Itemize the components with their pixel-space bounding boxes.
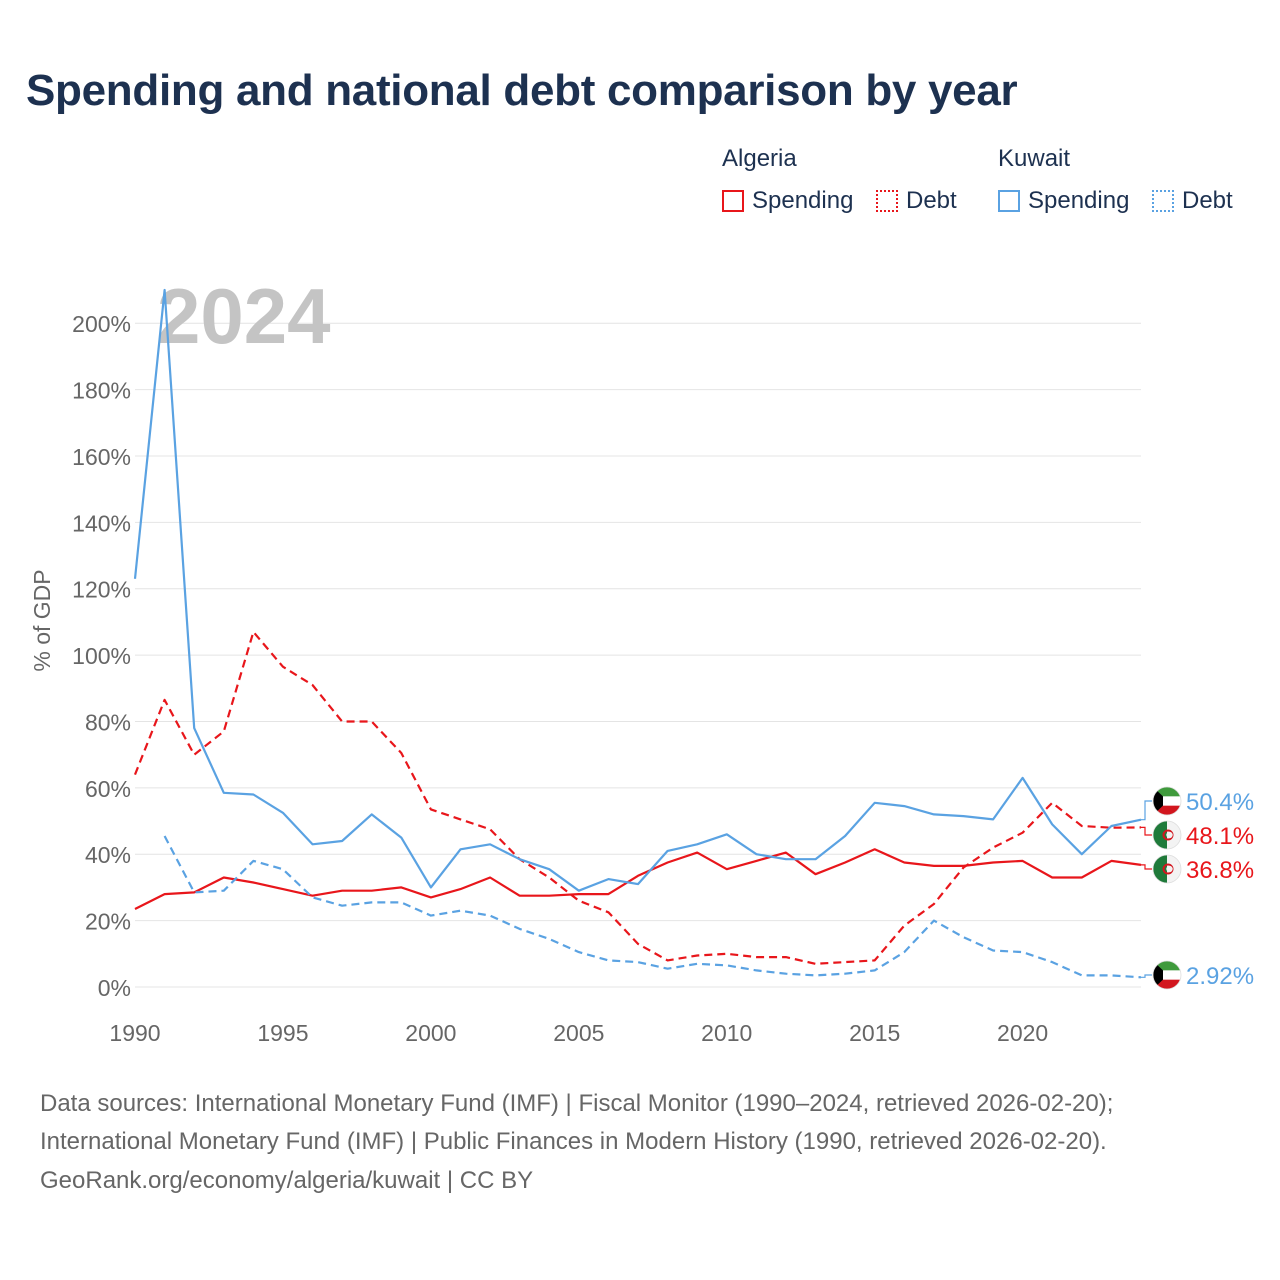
flag-outline xyxy=(1152,786,1182,816)
end-label-connector xyxy=(1141,826,1152,836)
x-tick-label: 2010 xyxy=(701,1020,752,1046)
legend-kuwait-spending[interactable]: Spending xyxy=(998,186,1129,216)
end-value-label: 36.8% xyxy=(1186,857,1254,884)
end-label-connector xyxy=(1141,864,1152,870)
legend-group-kuwait: Kuwait xyxy=(998,145,1071,172)
footer-attribution: GeoRank.org/economy/algeria/kuwait | CC … xyxy=(40,1167,534,1194)
legend-swatch-dotted-blue xyxy=(1152,190,1174,212)
y-tick-label: 140% xyxy=(72,510,131,536)
x-tick-label: 1990 xyxy=(109,1020,160,1046)
legend-label: Spending xyxy=(752,187,854,214)
legend-swatch-solid-blue xyxy=(998,190,1020,212)
y-tick-label: 120% xyxy=(72,577,131,603)
x-tick-label: 2005 xyxy=(553,1020,604,1046)
legend-algeria-debt[interactable]: Debt xyxy=(876,186,957,216)
flag-outline xyxy=(1152,820,1182,850)
footer-sources-line1: Data sources: International Monetary Fun… xyxy=(40,1090,1114,1117)
x-tick-label: 2015 xyxy=(849,1020,900,1046)
chart-title: Spending and national debt comparison by… xyxy=(26,66,1018,115)
y-tick-label: 200% xyxy=(72,311,131,337)
end-value-label: 48.1% xyxy=(1186,823,1254,850)
legend-swatch-dotted-red xyxy=(876,190,898,212)
legend-algeria-spending[interactable]: Spending xyxy=(722,186,853,216)
legend-swatch-solid-red xyxy=(722,190,744,212)
legend-label: Spending xyxy=(1028,187,1130,214)
legend-group-algeria: Algeria xyxy=(722,145,797,172)
y-tick-label: 40% xyxy=(85,842,131,868)
year-label: 2024 xyxy=(157,272,331,360)
y-tick-label: 80% xyxy=(85,709,131,735)
series-line-algeria-debt xyxy=(133,630,1142,965)
series-line-kuwait-debt xyxy=(163,835,1142,979)
y-tick-label: 60% xyxy=(85,776,131,802)
end-label-connector xyxy=(1141,974,1152,978)
footer-sources-line2: International Monetary Fund (IMF) | Publ… xyxy=(40,1128,1107,1155)
series-line-algeria-spending xyxy=(134,848,1142,910)
end-label-connector xyxy=(1141,800,1152,821)
y-tick-label: 180% xyxy=(72,378,131,404)
y-tick-label: 100% xyxy=(72,643,131,669)
legend-label: Debt xyxy=(906,187,957,214)
legend-label: Debt xyxy=(1182,187,1233,214)
flag-outline xyxy=(1152,960,1182,990)
series-line-kuwait-spending xyxy=(133,288,1142,892)
y-tick-label: 20% xyxy=(85,909,131,935)
algeria-flag-icon xyxy=(1153,855,1181,883)
kuwait-flag-icon xyxy=(1153,787,1181,815)
flag-outline xyxy=(1152,854,1182,884)
y-axis-label: % of GDP xyxy=(29,569,55,671)
legend-kuwait-debt[interactable]: Debt xyxy=(1152,186,1233,216)
x-tick-label: 2000 xyxy=(405,1020,456,1046)
algeria-flag-icon xyxy=(1153,821,1181,849)
y-tick-label: 160% xyxy=(72,444,131,470)
end-value-label: 50.4% xyxy=(1186,789,1254,816)
y-tick-label: 0% xyxy=(98,975,131,1001)
end-value-label: 2.92% xyxy=(1186,963,1254,990)
kuwait-flag-icon xyxy=(1153,961,1181,989)
x-tick-label: 2020 xyxy=(997,1020,1048,1046)
x-tick-label: 1995 xyxy=(257,1020,308,1046)
